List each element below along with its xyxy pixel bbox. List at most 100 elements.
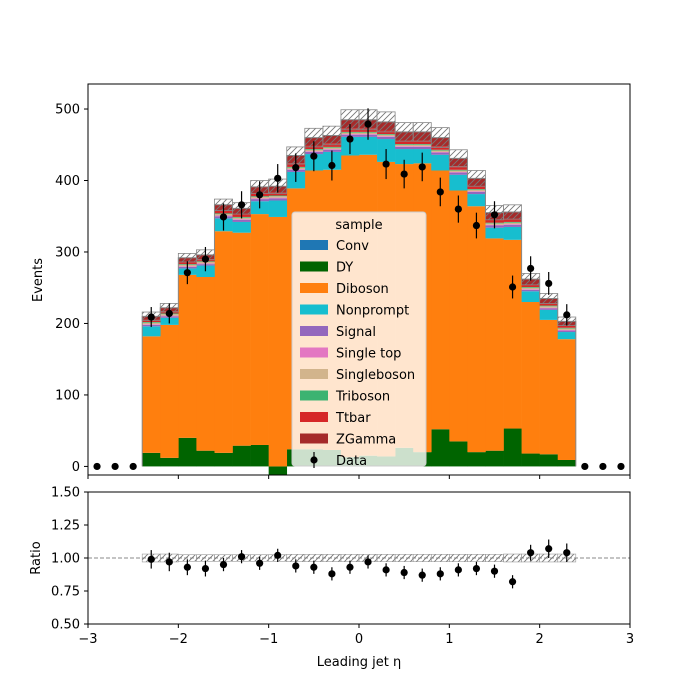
- ratio-point-19: [490, 567, 499, 575]
- bar-ttbar-22: [539, 303, 559, 306]
- data-point-3: [147, 313, 155, 321]
- ratio-xtick-label-6: 3: [626, 632, 634, 647]
- bar-dy-17: [449, 441, 468, 467]
- ratio-point-9: [310, 563, 318, 571]
- bar-diboson-7: [268, 216, 288, 467]
- ratio-point-11: [346, 563, 354, 571]
- bar-dy-1: [160, 457, 179, 467]
- bar-singleboson-16: [431, 150, 450, 152]
- legend-swatch-9: [300, 433, 328, 444]
- legend-swatch-7: [300, 390, 328, 401]
- ratio-points: [147, 539, 571, 589]
- bar-signal-5: [232, 219, 251, 222]
- data-point-29: [617, 462, 625, 471]
- bar-signal-23: [557, 330, 577, 333]
- bar-single-top-7: [268, 197, 288, 199]
- legend-box: [291, 211, 427, 467]
- ratio-point-5: [237, 553, 246, 561]
- bar-ttbar-20: [503, 219, 522, 222]
- bar-ttbar-14: [395, 140, 414, 145]
- legend-label-4: Signal: [336, 325, 376, 340]
- data-points: [93, 108, 625, 471]
- bar-dy-20: [503, 428, 522, 467]
- bar-signal-7: [268, 198, 288, 201]
- bar-triboson-16: [431, 149, 450, 151]
- bar-singleboson-23: [557, 328, 577, 330]
- data-point-20: [454, 205, 462, 213]
- uncertainty-bin-16: [430, 127, 450, 149]
- bar-diboson-23: [557, 339, 577, 460]
- legend-data-marker: [310, 456, 318, 464]
- bar-signal-14: [395, 146, 414, 150]
- legend-label-7: Triboson: [335, 390, 390, 405]
- bar-dy-4: [214, 452, 233, 467]
- bar-nonprompt-12: [359, 136, 378, 155]
- ratio-band-bin-9: [304, 554, 324, 562]
- bar-diboson-3: [196, 276, 215, 451]
- bar-dy-18: [467, 452, 486, 467]
- data-point-25: [545, 279, 553, 288]
- legend-label-2: Diboson: [336, 282, 389, 297]
- legend-label-1: DY: [336, 261, 353, 276]
- ratio-ytick-label-3: 1.25: [51, 519, 80, 534]
- ratio-xtick-label-1: −2: [169, 632, 188, 647]
- bar-nonprompt-20: [503, 226, 522, 240]
- ratio-point-6: [256, 559, 264, 567]
- ratio-xtick-label-2: −1: [259, 632, 278, 647]
- data-point-18: [418, 163, 426, 171]
- bar-dy-3: [196, 450, 215, 467]
- bar-diboson-1: [160, 324, 179, 458]
- bar-singleboson-14: [395, 144, 414, 147]
- legend-label-data: Data: [336, 454, 367, 469]
- ratio-band-bin-11: [340, 554, 360, 562]
- legend-label-5: Single top: [336, 347, 401, 362]
- ratio-band-bin-18: [467, 554, 486, 562]
- ratio-y-axis-label: Ratio: [29, 541, 44, 574]
- data-point-26: [563, 311, 571, 319]
- data-point-0: [93, 462, 101, 471]
- legend-swatch-1: [300, 261, 328, 272]
- data-point-14: [346, 135, 354, 143]
- ratio-uncertainty-band: [141, 553, 577, 563]
- bar-ttbar-7: [268, 192, 288, 196]
- ratio-band-bin-13: [376, 554, 396, 562]
- bar-triboson-13: [377, 134, 396, 135]
- bar-nonprompt-19: [485, 227, 504, 239]
- bar-diboson-19: [485, 238, 504, 451]
- data-point-17: [400, 170, 408, 178]
- ratio-point-17: [454, 566, 462, 574]
- main-ytick-label-0: 0: [72, 460, 80, 475]
- bar-singleboson-17: [449, 170, 468, 172]
- bar-single-top-10: [322, 149, 342, 150]
- bar-triboson-15: [413, 144, 432, 145]
- ratio-point-16: [436, 570, 444, 578]
- bar-dy-2: [178, 437, 197, 467]
- ratio-point-8: [292, 562, 300, 570]
- ratio-ytick-label-4: 1.50: [51, 486, 80, 501]
- bar-diboson-17: [449, 190, 468, 442]
- data-point-1: [111, 462, 119, 471]
- legend-label-9: ZGamma: [336, 433, 396, 448]
- x-axis-label: Leading jet η: [317, 655, 402, 670]
- legend-swatch-5: [300, 347, 328, 358]
- data-point-2: [129, 462, 137, 471]
- bar-ttbar-23: [557, 325, 577, 328]
- ratio-xtick-label-3: 0: [355, 632, 363, 647]
- bar-diboson-5: [232, 232, 251, 446]
- ratio-point-3: [201, 564, 210, 573]
- bar-nonprompt-18: [467, 194, 486, 207]
- ratio-point-12: [364, 558, 372, 566]
- bar-singleboson-18: [467, 189, 486, 192]
- data-point-6: [201, 255, 210, 263]
- ratio-point-23: [563, 549, 571, 557]
- legend-label-6: Singleboson: [336, 368, 415, 383]
- bar-diboson-21: [521, 302, 540, 454]
- data-point-5: [183, 269, 191, 277]
- data-point-11: [292, 164, 300, 172]
- legend-label-8: Ttbar: [335, 411, 371, 426]
- bar-dy-22: [539, 454, 559, 467]
- data-point-10: [274, 174, 282, 182]
- main-ytick-label-4: 400: [55, 174, 80, 189]
- bar-triboson-22: [539, 305, 559, 307]
